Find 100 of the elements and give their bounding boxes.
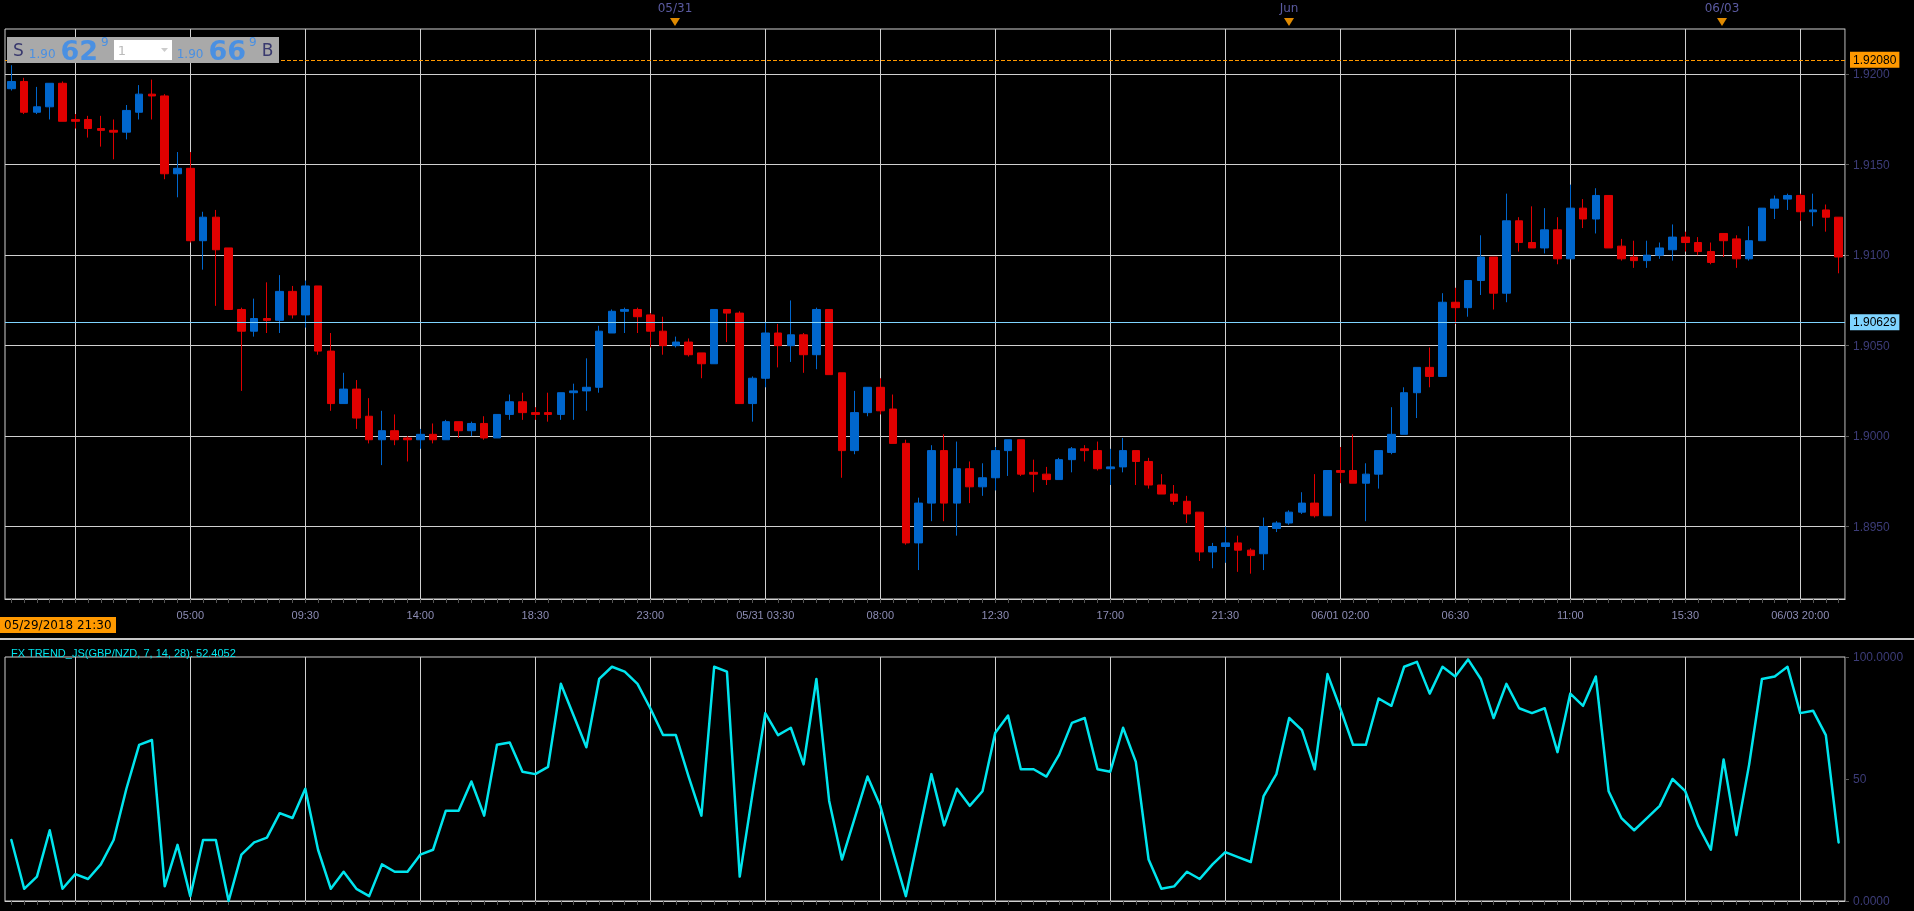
candlestick	[914, 497, 923, 571]
candlestick	[927, 444, 936, 522]
candlestick	[71, 113, 80, 130]
candlestick	[505, 394, 514, 421]
candlestick	[1822, 204, 1830, 233]
candlestick	[275, 274, 284, 334]
candlestick	[825, 308, 833, 376]
candlestick	[1566, 184, 1575, 260]
candlestick	[1783, 193, 1792, 211]
candlestick	[569, 383, 578, 421]
candlestick	[582, 357, 591, 412]
candlestick	[1400, 386, 1408, 435]
candlestick	[1528, 205, 1536, 249]
candlestick	[1758, 207, 1766, 242]
candlestick	[301, 280, 310, 329]
candlestick	[224, 247, 233, 310]
text: 06/03	[1704, 1, 1740, 15]
text: 05/31	[657, 1, 693, 15]
candlestick	[838, 372, 846, 479]
chart-title: FX TREND_JS(GBP/NZD, 7, 14, 28): 52.4052	[11, 646, 236, 659]
candlestick	[1413, 366, 1421, 419]
candlestick	[1144, 457, 1153, 490]
candlestick	[1195, 511, 1204, 562]
candlestick	[889, 394, 897, 444]
candlestick	[365, 397, 373, 444]
candlestick	[1809, 193, 1817, 227]
x-tick-label: 08:00	[866, 608, 895, 621]
candlestick	[403, 435, 412, 462]
candlestick	[1668, 223, 1677, 262]
candlestick	[1183, 495, 1191, 524]
candlestick	[237, 307, 246, 392]
candlestick	[672, 336, 680, 348]
candlestick	[518, 392, 527, 421]
candlestick	[1259, 517, 1268, 571]
candlestick	[684, 337, 693, 358]
candlestick	[1745, 225, 1753, 262]
candlestick	[1451, 287, 1460, 325]
y-tick-label: 0.0000	[1853, 894, 1891, 908]
candlestick	[173, 151, 182, 198]
candlestick	[1285, 509, 1293, 526]
annotation: 66$^{9}$	[208, 34, 257, 66]
crosshair-date-label: 05/29/2018 21:30	[0, 617, 116, 633]
candlestick	[442, 419, 450, 441]
candlestick	[1834, 216, 1843, 274]
candlestick	[1387, 406, 1396, 455]
x-tick-label: 11:00	[1556, 608, 1584, 621]
x-tick-label: 09:30	[291, 608, 320, 621]
candlestick	[467, 421, 476, 437]
candlestick	[1055, 457, 1063, 481]
candlestick	[595, 325, 603, 394]
candlestick	[646, 312, 655, 348]
candlestick	[1719, 232, 1728, 258]
candlestick	[1707, 242, 1715, 265]
candlestick	[735, 310, 744, 405]
candlestick	[339, 372, 348, 405]
candlestick	[633, 307, 642, 334]
annotation: 1	[117, 42, 127, 58]
candlestick	[288, 285, 297, 320]
candlestick	[1374, 450, 1383, 490]
candlestick	[1132, 450, 1140, 486]
candlestick	[327, 332, 335, 412]
candlestick	[1208, 542, 1217, 569]
y-tick-label: 100.0000	[1853, 650, 1904, 664]
x-tick-label: 15:30	[1671, 608, 1700, 621]
candlestick	[1592, 187, 1600, 234]
y-tick-label: 50	[1853, 772, 1867, 786]
candlestick	[1732, 234, 1741, 269]
annotation: 1.90	[28, 47, 56, 61]
candlestick	[135, 84, 143, 120]
candlestick	[20, 77, 28, 115]
candlestick	[557, 392, 565, 421]
candlestick	[1464, 280, 1472, 318]
candlestick	[1234, 535, 1242, 573]
x-tick-label: 18:30	[521, 608, 550, 621]
candlestick	[1694, 236, 1702, 256]
candlestick	[352, 379, 361, 430]
candlestick	[454, 421, 463, 439]
candlestick	[620, 307, 629, 334]
candlestick	[493, 413, 501, 439]
text: Jun	[1279, 1, 1299, 15]
candlestick	[1017, 439, 1025, 477]
candlestick	[1655, 242, 1664, 260]
y-tick-label: 1.9000	[1853, 429, 1891, 444]
annotation: S	[13, 40, 24, 60]
ref-line-label: 1.90629	[1853, 315, 1897, 330]
x-tick-label: 05:00	[176, 608, 205, 621]
x-tick-label: 06/03 20:00	[1771, 608, 1830, 621]
candlestick	[876, 377, 885, 415]
candlestick	[812, 307, 821, 370]
candlestick	[1770, 194, 1779, 220]
candlestick	[416, 428, 425, 450]
candlestick	[1796, 193, 1805, 222]
candlestick	[378, 410, 386, 466]
candlestick	[1221, 526, 1230, 564]
candlestick	[863, 386, 872, 417]
candlestick	[186, 151, 195, 244]
candlestick	[1272, 520, 1281, 533]
candlestick	[58, 80, 67, 122]
x-tick-label: 23:00	[636, 608, 665, 621]
candlestick	[723, 308, 731, 343]
